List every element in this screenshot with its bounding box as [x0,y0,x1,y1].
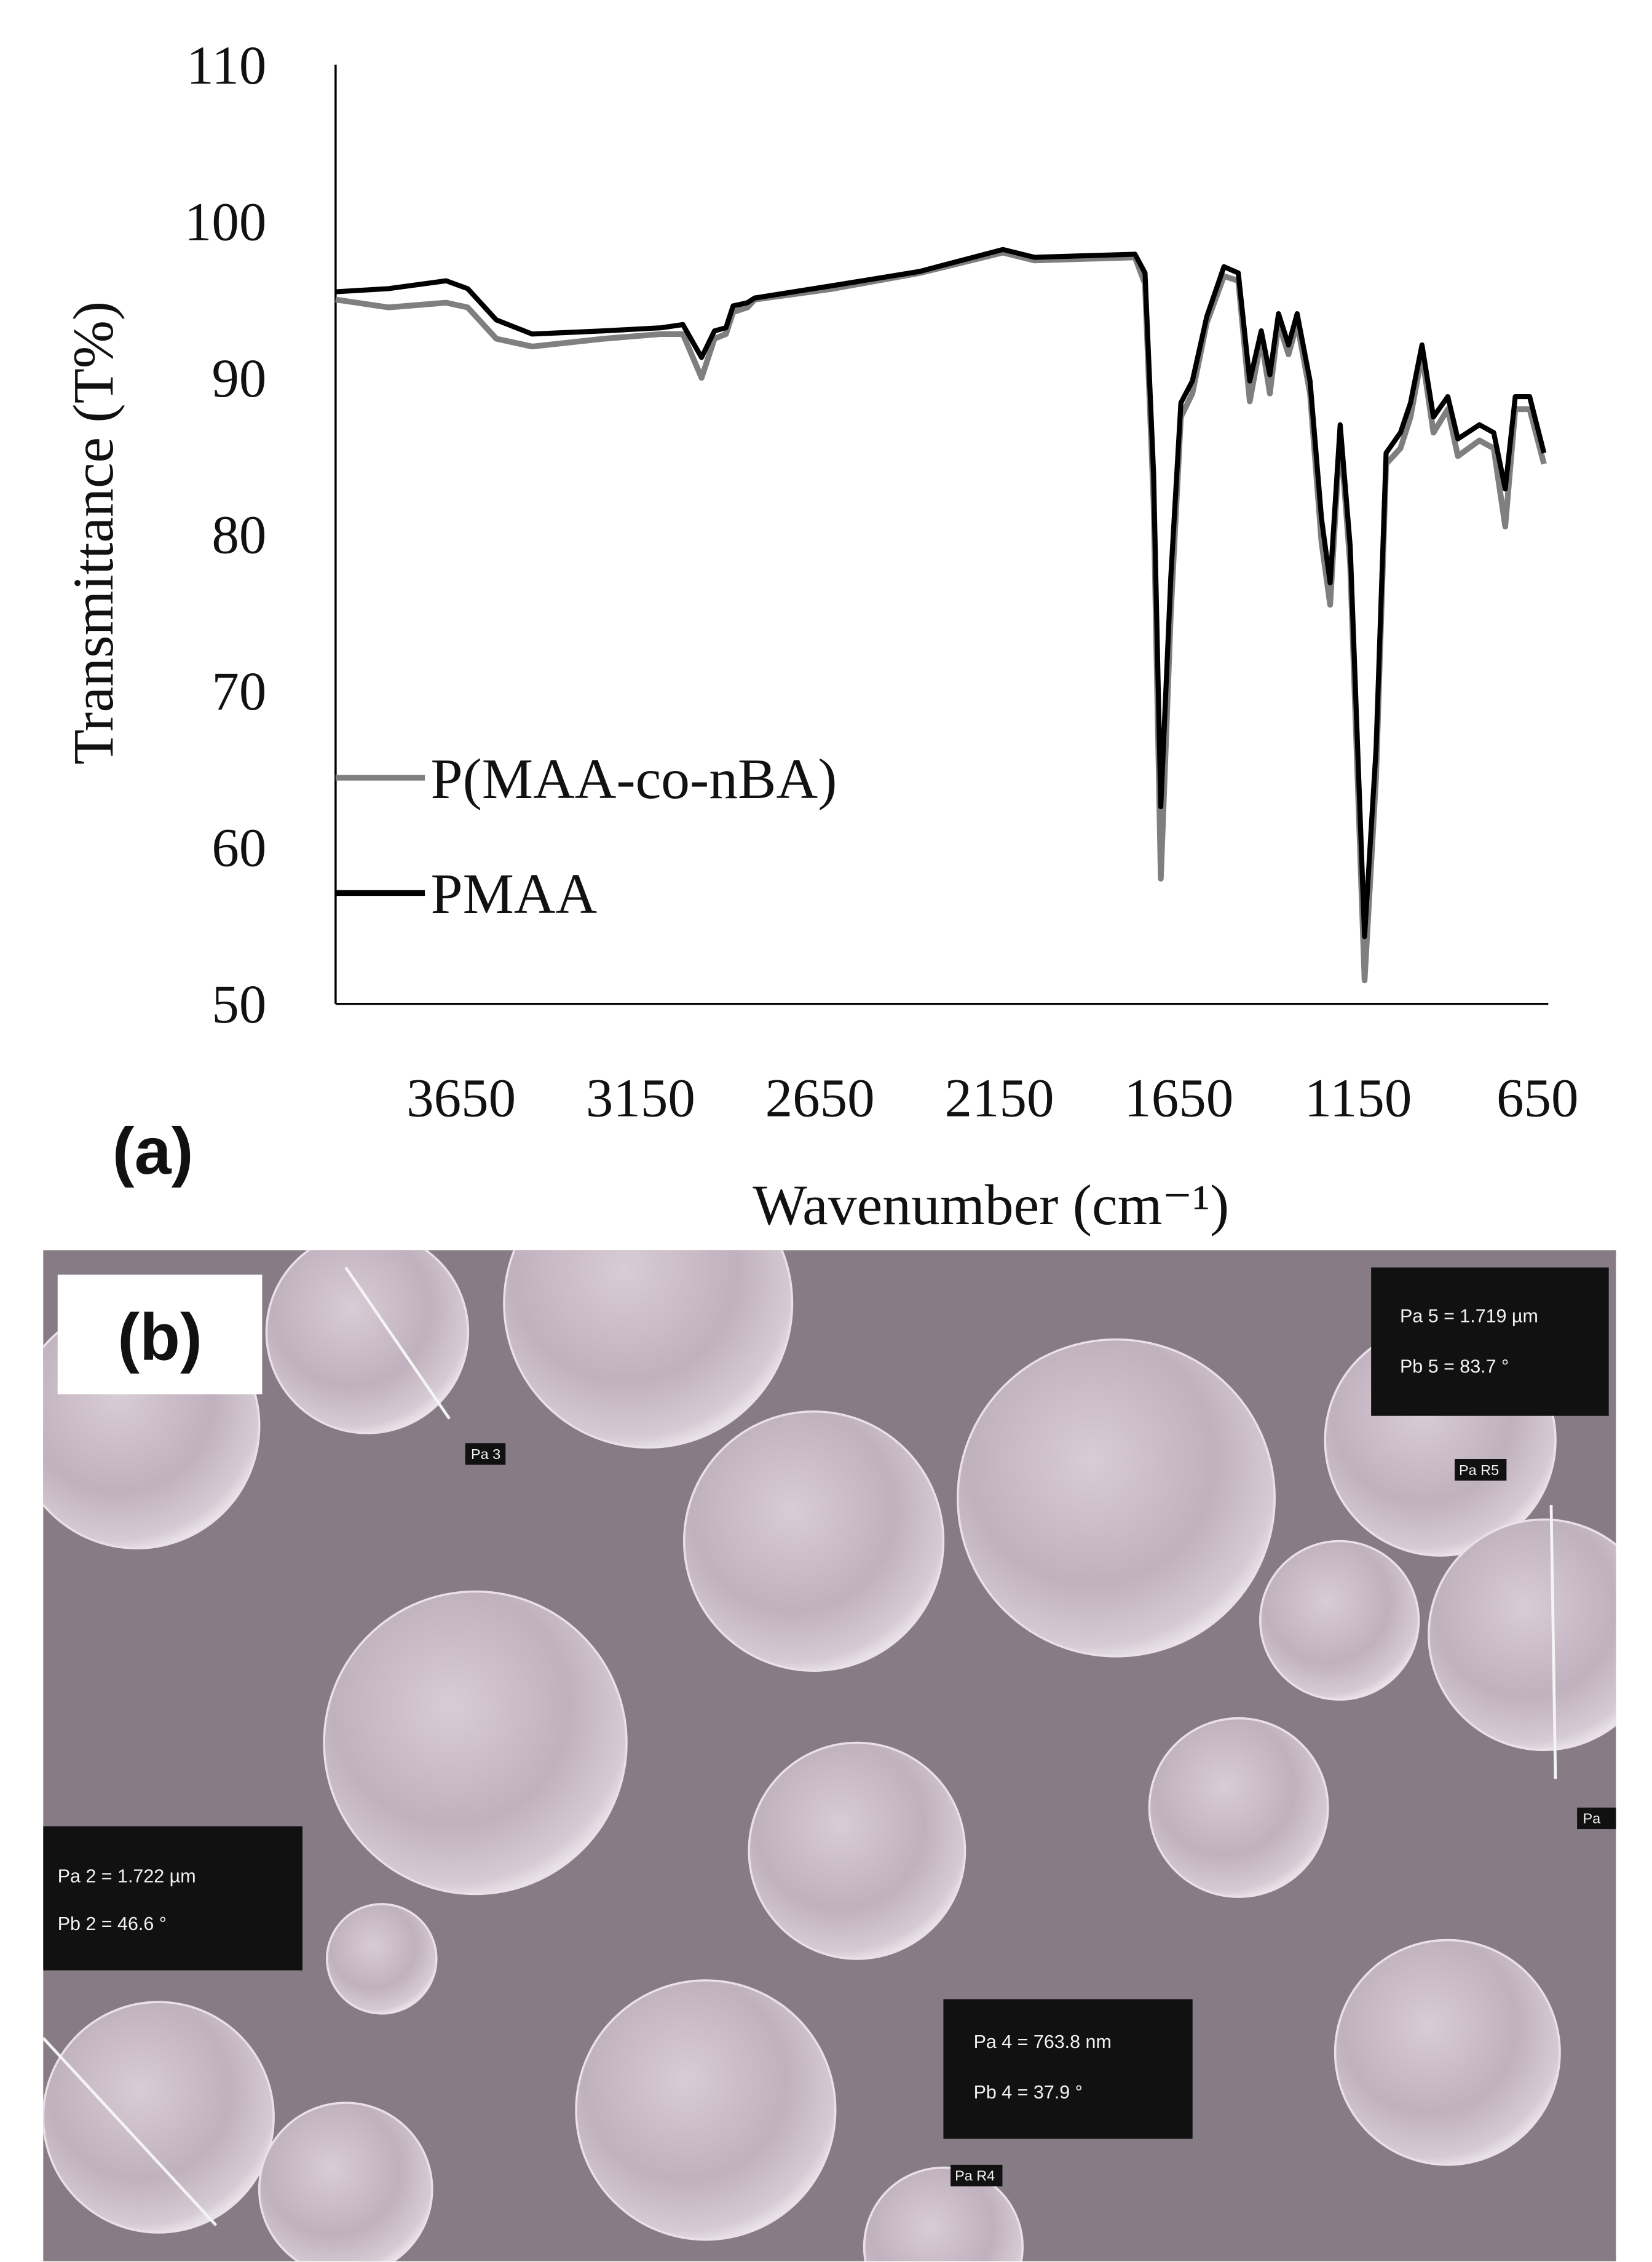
sem-image: (b) Pa 5 = 1.719 µm Pb 5 = 83.7 ° Pa 2 =… [42,1250,1616,2261]
legend-label: P(MAA-co-nBA) [430,748,837,811]
particle [957,1338,1276,1658]
x-tick-label: 2650 [765,1068,875,1128]
tag-box [1577,1807,1616,1830]
particle [265,1250,470,1434]
particle [1148,1717,1329,1898]
measurement-box [943,1999,1193,2139]
particle [326,1903,438,2015]
tag-box [1455,1459,1507,1481]
particle [683,1410,945,1672]
measurement-text: Pb 2 = 46.6 ° [58,1913,167,1934]
measure-line [1549,1505,1557,1779]
x-tick-label: 1150 [1305,1068,1412,1128]
tag: Pa R4 [955,2168,995,2184]
x-tick-label: 650 [1496,1068,1579,1128]
x-tick-label: 2150 [944,1068,1054,1128]
y-tick-label: 110 [186,36,266,96]
plot-area: 50 60 70 80 90 100 110 3650 3150 2650 2150 1650 1150… [184,36,1579,1129]
tag-box [950,2164,1003,2187]
particle [1428,1518,1616,1751]
particle [323,1590,628,1896]
y-tick-label: 50 [211,975,266,1035]
series-line [335,247,1547,939]
tag: Pa R5 [1459,1462,1499,1478]
y-tick-label: 70 [211,662,266,722]
measurement-text: Pb 5 = 83.7 ° [1400,1356,1509,1377]
x-axis-title: Wavenumber (cm⁻¹) [753,1174,1229,1237]
panel-label-box [57,1275,263,1394]
particle [258,2102,433,2261]
y-axis-title: Transmittance (T%) [62,301,125,765]
measure-line [42,2037,218,2226]
legend-label: PMAA [430,863,597,926]
measurement-box [43,1826,302,1971]
measurement-text: Pb 4 = 37.9 ° [974,2082,1083,2103]
panel-label: (a) [113,1113,194,1188]
measure-line [344,1267,451,1420]
tag: Pa 3 [471,1446,500,1462]
particle [503,1250,794,1449]
measurement-box [1371,1267,1609,1416]
y-tick-label: 90 [211,349,266,409]
particle [1259,1540,1420,1701]
x-tick-label: 3150 [586,1068,695,1128]
particle [863,2166,1024,2261]
x-tick-label: 3650 [406,1068,516,1128]
tag: Pa [1583,1811,1602,1827]
measurement-text: Pa 2 = 1.722 µm [58,1866,196,1887]
particle [748,1741,966,1960]
measurement-text: Pa 4 = 763.8 nm [974,2031,1112,2052]
y-tick-label: 60 [211,818,266,879]
particle [575,1979,837,2241]
x-tick-label: 1650 [1124,1068,1233,1128]
y-tick-label: 80 [211,505,266,566]
y-tick-label: 100 [184,192,267,252]
tag-box [465,1443,506,1465]
particle [1334,1939,1561,2166]
panel-label: (b) [117,1299,202,1374]
particle [43,2001,275,2234]
measurement-text: Pa 5 = 1.719 µm [1400,1305,1538,1326]
